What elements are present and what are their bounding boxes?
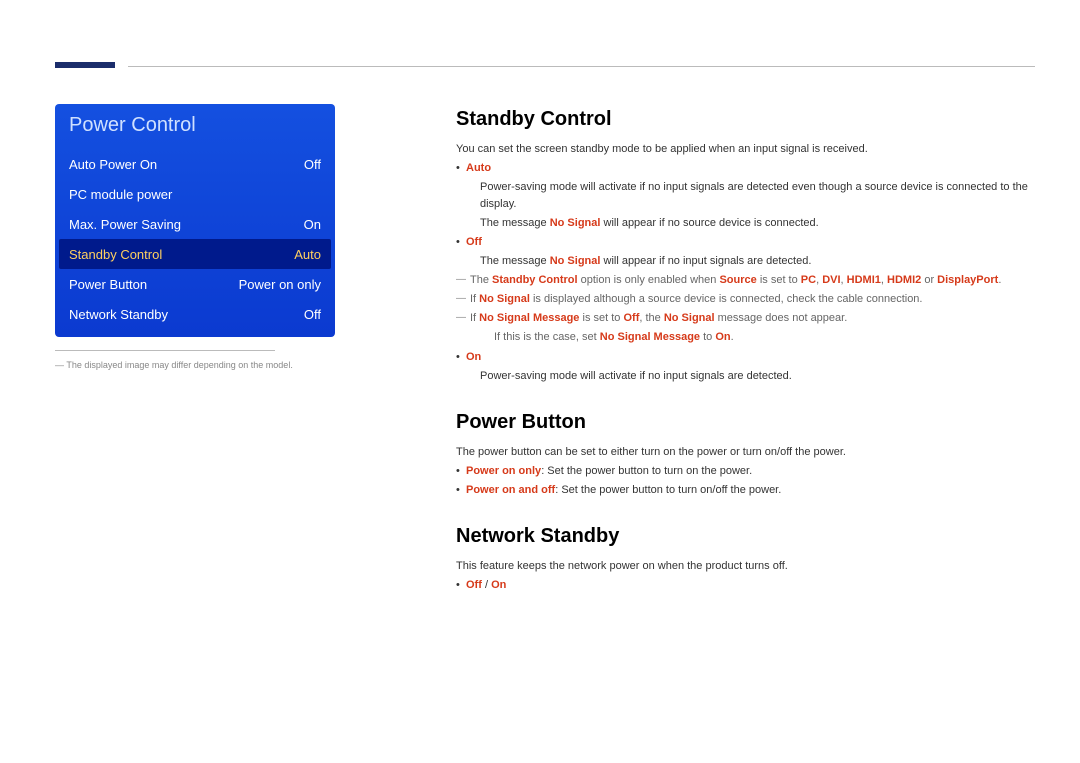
auto-msg: The message No Signal will appear if no … [480,215,1035,232]
note-divider [55,350,275,351]
header-accent [55,62,115,68]
subnote-nsm: If No Signal Message is set to Off, the … [456,310,1035,327]
menu-label: PC module power [69,187,172,202]
menu-title: Power Control [55,104,335,149]
menu-label: Power Button [69,277,147,292]
power-on-and-off: Power on and off: Set the power button t… [456,482,1035,499]
on-label: On [466,351,481,363]
standby-heading: Standby Control [456,104,1035,135]
subnote-set-on: If this is the case, set No Signal Messa… [494,329,1035,346]
on-desc: Power-saving mode will activate if no in… [480,368,1035,385]
power-control-menu: Power Control Auto Power On Off PC modul… [55,104,335,337]
menu-label: Network Standby [69,307,168,322]
network-standby-heading: Network Standby [456,521,1035,552]
menu-label: Max. Power Saving [69,217,181,232]
menu-item-power-button[interactable]: Power Button Power on only [55,269,335,299]
off-option: Off [456,234,1035,251]
off-msg: The message No Signal will appear if no … [480,253,1035,270]
menu-value: Auto [294,247,321,262]
menu-item-max-power-saving[interactable]: Max. Power Saving On [55,209,335,239]
power-button-heading: Power Button [456,407,1035,438]
menu-item-pc-module-power[interactable]: PC module power [55,179,335,209]
auto-option: Auto [456,160,1035,177]
menu-value: Power on only [239,277,321,292]
menu-item-auto-power-on[interactable]: Auto Power On Off [55,149,335,179]
header-rule [128,66,1035,67]
menu-item-network-standby[interactable]: Network Standby Off [55,299,335,329]
off-label: Off [466,236,482,248]
auto-desc: Power-saving mode will activate if no in… [480,179,1035,213]
power-on-only: Power on only: Set the power button to t… [456,463,1035,480]
auto-label: Auto [466,162,491,174]
on-option: On [456,349,1035,366]
power-button-intro: The power button can be set to either tu… [456,444,1035,461]
menu-label: Standby Control [69,247,162,262]
network-standby-intro: This feature keeps the network power on … [456,558,1035,575]
content-body: Standby Control You can set the screen s… [456,104,1035,596]
standby-intro: You can set the screen standby mode to b… [456,141,1035,158]
network-standby-options: Off / On [456,577,1035,594]
menu-label: Auto Power On [69,157,157,172]
menu-value: Off [304,307,321,322]
disclaimer-note: ― The displayed image may differ dependi… [55,360,293,370]
subnote-sources: The Standby Control option is only enabl… [456,272,1035,289]
menu-value: On [304,217,321,232]
menu-item-standby-control[interactable]: Standby Control Auto [59,239,331,269]
menu-value: Off [304,157,321,172]
subnote-cable: If No Signal is displayed although a sou… [456,291,1035,308]
